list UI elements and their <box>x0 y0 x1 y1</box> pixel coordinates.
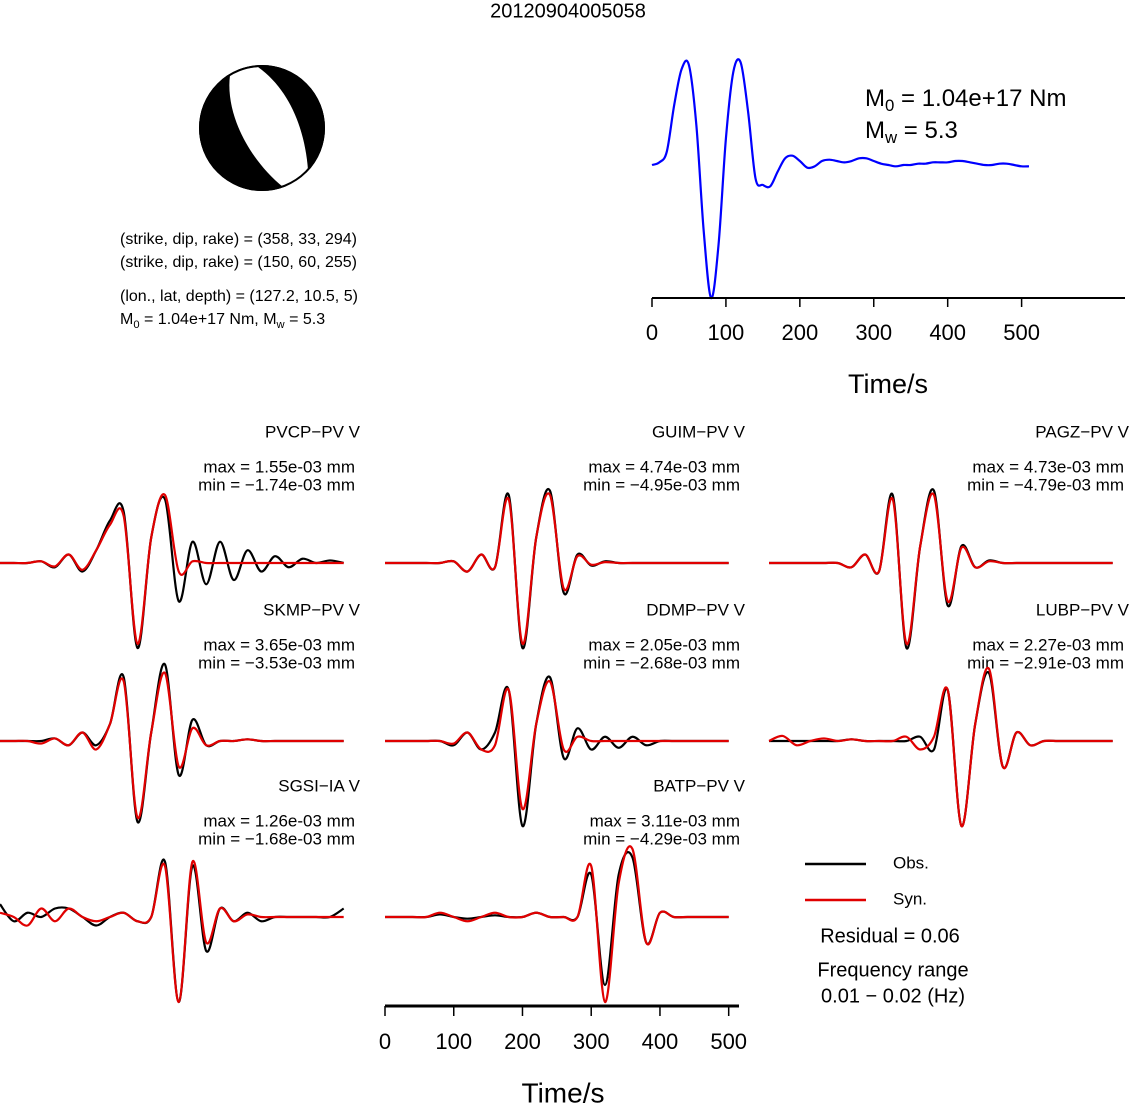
beachball <box>199 65 325 191</box>
annotation: Mw = 5.3 <box>865 117 958 147</box>
annotation: M0 = 1.04e+17 Nm <box>865 85 1066 115</box>
station-label: SGSI−IA V <box>278 776 360 795</box>
x-tick-label: 200 <box>504 1029 541 1054</box>
trace <box>384 492 729 645</box>
trace <box>385 851 729 987</box>
max-label: max = 1.55e-03 mm <box>203 457 355 476</box>
station-label: DDMP−PV V <box>646 600 745 619</box>
station-label: BATP−PV V <box>653 776 745 795</box>
x-axis-label: Time/s <box>522 1077 605 1106</box>
text-part: = 1.04e+17 Nm, M <box>140 311 277 328</box>
station-label: SKMP−PV V <box>263 600 361 619</box>
mechanism-line: (strike, dip, rake) = (150, 60, 255) <box>120 254 357 271</box>
trace <box>385 675 729 828</box>
text-part: M <box>865 117 885 144</box>
trace <box>0 662 344 824</box>
min-label: min = −4.29e-03 mm <box>583 829 740 848</box>
x-tick-label: 100 <box>435 1029 472 1054</box>
text-part: = 1.04e+17 Nm <box>894 85 1066 112</box>
max-label: max = 1.26e-03 mm <box>203 811 355 830</box>
station-label: LUBP−PV V <box>1036 600 1130 619</box>
subscript: 0 <box>885 97 894 116</box>
text-part: M <box>120 311 133 328</box>
trace <box>0 493 344 645</box>
trace <box>384 487 729 650</box>
max-label: max = 3.65e-03 mm <box>203 635 355 654</box>
trace <box>768 666 1113 828</box>
trace <box>385 845 729 1004</box>
moment-line: M0 = 1.04e+17 Nm, Mw = 5.3 <box>120 311 325 331</box>
figure-title: 20120904005058 <box>490 0 646 22</box>
min-label: min = −3.53e-03 mm <box>198 653 355 672</box>
residual: Residual = 0.06 <box>820 925 960 947</box>
text-part: = 5.3 <box>285 311 326 328</box>
frequency-label: Frequency range <box>817 959 968 981</box>
x-tick-label: 0 <box>646 320 658 345</box>
station-label: GUIM−PV V <box>652 422 746 441</box>
max-label: max = 4.74e-03 mm <box>588 457 740 476</box>
min-label: min = −2.91e-03 mm <box>967 653 1124 672</box>
x-tick-label: 400 <box>642 1029 679 1054</box>
legend-label: Obs. <box>893 853 929 872</box>
subscript: w <box>884 129 898 148</box>
station-label: PVCP−PV V <box>265 422 361 441</box>
trace <box>768 492 1113 645</box>
trace <box>769 670 1113 828</box>
max-label: max = 4.73e-03 mm <box>972 457 1124 476</box>
x-axis-label: Time/s <box>848 369 928 399</box>
trace <box>768 488 1113 650</box>
trace <box>0 671 344 820</box>
trace <box>0 495 344 650</box>
min-label: min = −1.74e-03 mm <box>198 475 355 494</box>
min-label: min = −2.68e-03 mm <box>583 653 740 672</box>
frequency-range: 0.01 − 0.02 (Hz) <box>821 985 965 1007</box>
station-label: PAGZ−PV V <box>1035 422 1129 441</box>
subscript: 0 <box>133 319 139 331</box>
max-label: max = 2.05e-03 mm <box>588 635 740 654</box>
min-label: min = −1.68e-03 mm <box>198 829 355 848</box>
text-part: = 5.3 <box>897 117 958 144</box>
x-tick-label: 400 <box>929 320 966 345</box>
location-line: (lon., lat, depth) = (127.2, 10.5, 5) <box>120 288 358 305</box>
x-tick-label: 200 <box>781 320 818 345</box>
x-tick-label: 300 <box>573 1029 610 1054</box>
x-tick-label: 100 <box>708 320 745 345</box>
trace <box>0 860 344 1004</box>
x-tick-label: 300 <box>855 320 892 345</box>
min-label: min = −4.79e-03 mm <box>967 475 1124 494</box>
min-label: min = −4.95e-03 mm <box>583 475 740 494</box>
legend-label: Syn. <box>893 889 927 908</box>
x-tick-label: 500 <box>710 1029 747 1054</box>
mechanism-line: (strike, dip, rake) = (358, 33, 294) <box>120 231 357 248</box>
text-part: M <box>865 85 885 112</box>
trace <box>385 680 729 811</box>
trace <box>651 58 1030 300</box>
max-label: max = 3.11e-03 mm <box>590 811 740 830</box>
subscript: w <box>276 319 286 331</box>
x-tick-label: 500 <box>1003 320 1040 345</box>
max-label: max = 2.27e-03 mm <box>972 635 1124 654</box>
x-tick-label: 0 <box>379 1029 391 1054</box>
